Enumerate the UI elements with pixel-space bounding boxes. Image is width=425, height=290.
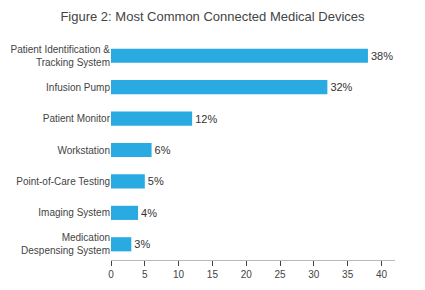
svg-text:12%: 12% bbox=[195, 113, 217, 125]
svg-text:32%: 32% bbox=[330, 81, 352, 93]
svg-text:30: 30 bbox=[308, 269, 320, 280]
svg-text:5%: 5% bbox=[148, 175, 164, 187]
svg-text:5: 5 bbox=[142, 269, 148, 280]
svg-text:Workstation: Workstation bbox=[57, 145, 110, 156]
svg-text:Figure 2: Most Common Connecte: Figure 2: Most Common Connected Medical … bbox=[60, 9, 365, 24]
svg-text:6%: 6% bbox=[155, 144, 171, 156]
svg-text:Imaging System: Imaging System bbox=[38, 207, 110, 218]
svg-text:Patient Monitor: Patient Monitor bbox=[43, 113, 111, 124]
svg-text:Infusion Pump: Infusion Pump bbox=[46, 82, 110, 93]
svg-text:3%: 3% bbox=[134, 238, 150, 250]
svg-text:40: 40 bbox=[376, 269, 388, 280]
svg-text:38%: 38% bbox=[371, 50, 393, 62]
svg-text:10: 10 bbox=[173, 269, 185, 280]
svg-text:20: 20 bbox=[241, 269, 253, 280]
svg-text:MedicationDespensing System: MedicationDespensing System bbox=[21, 232, 110, 256]
svg-text:25: 25 bbox=[274, 269, 286, 280]
svg-text:35: 35 bbox=[342, 269, 354, 280]
svg-text:0: 0 bbox=[108, 269, 114, 280]
svg-text:15: 15 bbox=[207, 269, 219, 280]
svg-text:Patient Identification &Tracki: Patient Identification &Tracking System bbox=[10, 44, 110, 68]
svg-text:4%: 4% bbox=[141, 207, 157, 219]
svg-text:Point-of-Care Testing: Point-of-Care Testing bbox=[16, 176, 110, 187]
